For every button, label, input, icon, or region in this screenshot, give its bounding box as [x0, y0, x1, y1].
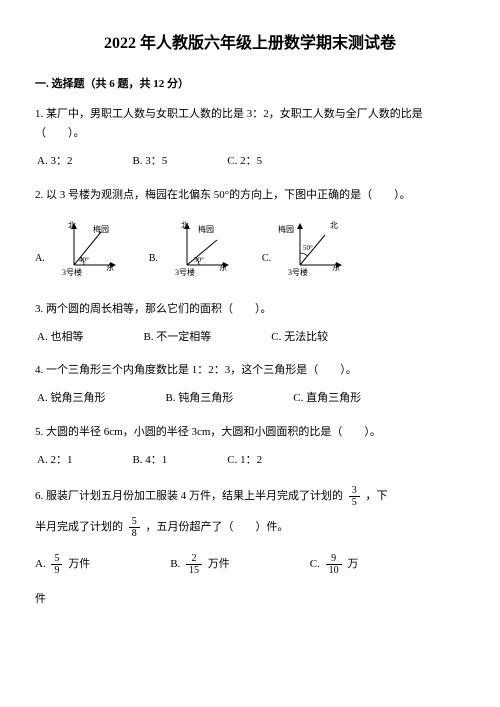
diagram-c-label: C. [262, 250, 271, 268]
svg-text:北: 北 [330, 221, 338, 230]
fraction-icon: 59 [51, 553, 62, 576]
svg-text:50°: 50° [194, 256, 204, 264]
q1-options: A. 3：2 B. 3：5 C. 2：5 [35, 152, 465, 172]
diagram-c: C. 北 东 梅园 50° 3号楼 [262, 220, 345, 280]
diagram-b: B. 北 东 梅园 50° 3号楼 [149, 220, 232, 280]
diagram-b-label: B. [149, 250, 158, 268]
q6-text-1: 6. 服装厂计划五月份加工服装 4 万件，结果上半月完成了计划的 [35, 490, 343, 502]
question-5: 5. 大圆的半径 6cm，小圆的半径 3cm，大圆和小圆面积的比是（ ）。 A.… [35, 423, 465, 471]
svg-text:3号楼: 3号楼 [288, 267, 308, 277]
q1-opt-c: C. 2：5 [227, 152, 262, 172]
svg-text:东: 东 [332, 262, 340, 272]
q4-opt-a: A. 锐角三角形 [37, 389, 105, 409]
compass-diagram-b-icon: 北 东 梅园 50° 3号楼 [162, 220, 232, 280]
q1-opt-b: B. 3：5 [132, 152, 167, 172]
compass-diagram-c-icon: 北 东 梅园 50° 3号楼 [275, 220, 345, 280]
q1-text: 1. 某厂中，男职工人数与女职工人数的比是 3：2，女职工人数与全厂人数的比是（… [35, 105, 465, 145]
q6-options: A. 59 万件 B. 215 万件 C. 910 万 [35, 553, 465, 576]
q6-text-4: ，五月份超产了（ ）件。 [146, 521, 289, 533]
fraction-icon: 215 [186, 553, 202, 576]
question-2: 2. 以 3 号楼为观测点，梅园在北偏东 50°的方向上，下图中正确的是（ ）。… [35, 186, 465, 280]
svg-text:3号楼: 3号楼 [62, 267, 82, 277]
svg-text:东: 东 [106, 262, 114, 272]
q4-opt-c: C. 直角三角形 [293, 389, 361, 409]
q6-opt-c: C. 910 万 [310, 553, 359, 576]
question-1: 1. 某厂中，男职工人数与女职工人数的比是 3：2，女职工人数与全厂人数的比是（… [35, 105, 465, 172]
section-header: 一. 选择题（共 6 题，共 12 分） [35, 75, 465, 95]
q6-opt-b: B. 215 万件 [170, 553, 230, 576]
q2-diagrams: A. 北 东 梅园 40° 3号楼 B. [35, 220, 465, 280]
q3-options: A. 也相等 B. 不一定相等 C. 无法比较 [35, 328, 465, 348]
q6-text-3: 半月完成了计划的 [35, 521, 123, 533]
question-6: 6. 服装厂计划五月份加工服装 4 万件，结果上半月完成了计划的 35 ，下 半… [35, 485, 465, 610]
q4-opt-b: B. 钝角三角形 [165, 389, 233, 409]
q5-options: A. 2：1 B. 4：1 C. 1：2 [35, 451, 465, 471]
q4-options: A. 锐角三角形 B. 钝角三角形 C. 直角三角形 [35, 389, 465, 409]
svg-text:40°: 40° [79, 256, 89, 264]
q2-text: 2. 以 3 号楼为观测点，梅园在北偏东 50°的方向上，下图中正确的是（ ）。 [35, 186, 465, 206]
q3-opt-a: A. 也相等 [37, 328, 83, 348]
svg-text:北: 北 [68, 221, 76, 230]
q5-text: 5. 大圆的半径 6cm，小圆的半径 3cm，大圆和小圆面积的比是（ ）。 [35, 423, 465, 443]
fraction-icon: 910 [326, 553, 342, 576]
q6-text-2: ，下 [366, 490, 388, 502]
q3-text: 3. 两个圆的周长相等，那么它们的面积（ ）。 [35, 300, 465, 320]
svg-text:梅园: 梅园 [278, 224, 294, 234]
q6-text: 6. 服装厂计划五月份加工服装 4 万件，结果上半月完成了计划的 35 ，下 [35, 485, 465, 508]
question-4: 4. 一个三角形三个内角度数比是 1：2：3，这个三角形是（ ）。 A. 锐角三… [35, 361, 465, 409]
question-3: 3. 两个圆的周长相等，那么它们的面积（ ）。 A. 也相等 B. 不一定相等 … [35, 300, 465, 348]
q1-opt-a: A. 3：2 [37, 152, 72, 172]
q5-opt-a: A. 2：1 [37, 451, 72, 471]
svg-text:梅园: 梅园 [198, 224, 214, 234]
svg-text:50°: 50° [303, 244, 313, 252]
q5-opt-c: C. 1：2 [227, 451, 262, 471]
page-title: 2022 年人教版六年级上册数学期末测试卷 [35, 30, 465, 59]
svg-text:梅园: 梅园 [93, 224, 109, 234]
q3-opt-b: B. 不一定相等 [143, 328, 211, 348]
fraction-icon: 35 [349, 485, 360, 508]
q4-text: 4. 一个三角形三个内角度数比是 1：2：3，这个三角形是（ ）。 [35, 361, 465, 381]
q6-text-line2: 半月完成了计划的 58 ，五月份超产了（ ）件。 [35, 516, 465, 539]
svg-text:东: 东 [219, 262, 227, 272]
q6-unit-tail: 件 [35, 590, 465, 610]
fraction-icon: 58 [129, 516, 140, 539]
diagram-a-label: A. [35, 250, 45, 268]
q6-opt-a: A. 59 万件 [35, 553, 90, 576]
q3-opt-c: C. 无法比较 [271, 328, 328, 348]
svg-text:3号楼: 3号楼 [175, 267, 195, 277]
q5-opt-b: B. 4：1 [132, 451, 167, 471]
compass-diagram-a-icon: 北 东 梅园 40° 3号楼 [49, 220, 119, 280]
svg-text:北: 北 [181, 221, 189, 230]
diagram-a: A. 北 东 梅园 40° 3号楼 [35, 220, 119, 280]
